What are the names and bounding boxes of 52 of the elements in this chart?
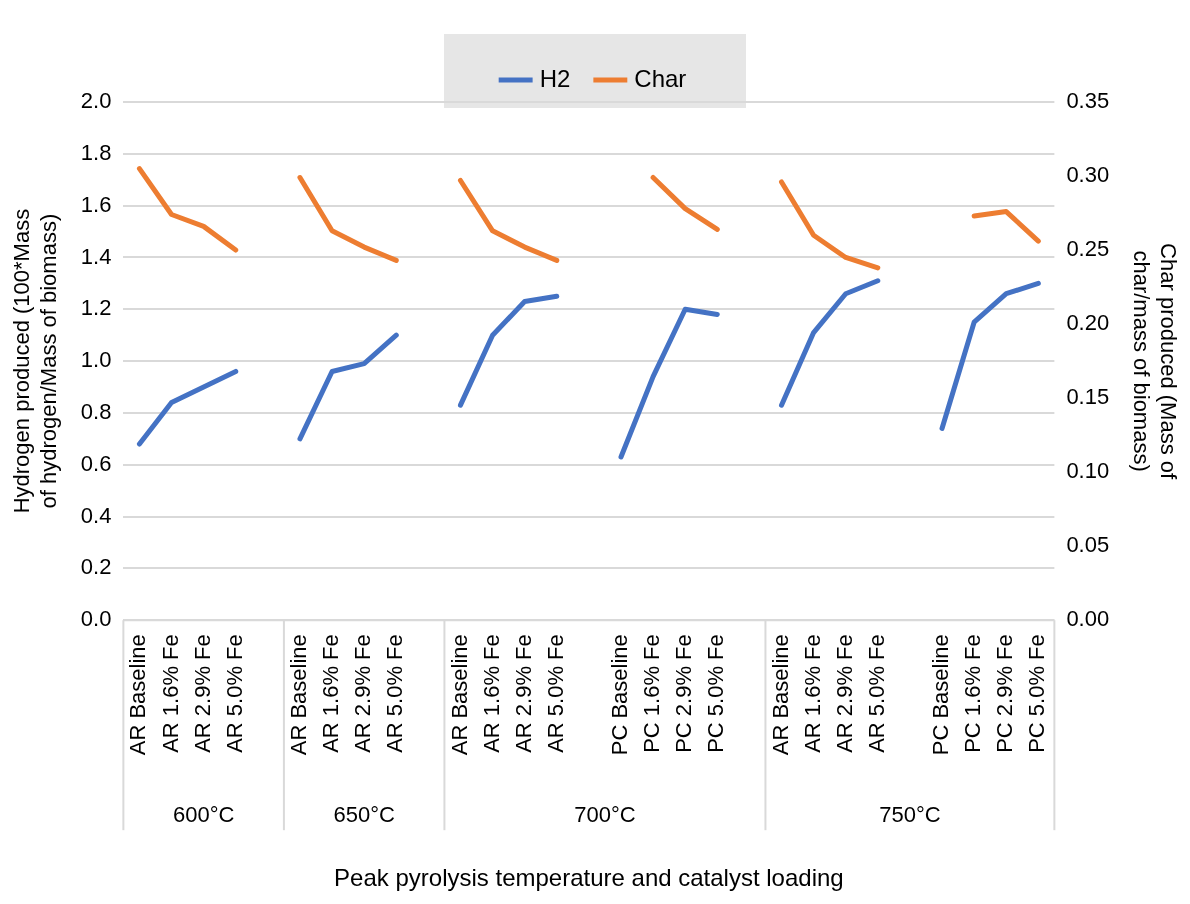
y2-tick-label: 0.05 [1066, 532, 1110, 558]
y-tick-label: 0.6 [80, 450, 112, 476]
y2-tick-label: 0.10 [1066, 458, 1110, 484]
text: 700°C [574, 802, 636, 828]
x-tick-label: PC 2.9% Fe [671, 634, 697, 753]
x-tick-label: PC 5.0% Fe [703, 634, 729, 753]
y2-tick-label: 0.00 [1066, 606, 1110, 632]
legend-label: Char [634, 64, 687, 92]
y2-tick-label: 0.35 [1066, 88, 1110, 114]
x-tick-label: PC Baseline [928, 634, 954, 756]
x-tick-label: AR 5.0% Fe [863, 634, 889, 753]
x-tick-label: AR 2.9% Fe [831, 634, 857, 753]
legend-label: H2 [539, 64, 571, 92]
x-tick-label: AR 5.0% Fe [221, 634, 247, 753]
text: 600°C [172, 802, 235, 828]
x-tick-label: AR 2.9% Fe [510, 634, 536, 753]
x-tick-label: PC 2.9% Fe [992, 634, 1018, 753]
y-tick-label: 0.0 [80, 606, 112, 632]
x-tick-label: PC 1.6% Fe [639, 634, 665, 753]
text: 750°C [879, 802, 941, 828]
x-tick-label: AR 2.9% Fe [189, 634, 215, 753]
x-tick-label: AR 1.6% Fe [157, 634, 183, 753]
y-tick-label: 1.0 [80, 347, 112, 373]
y-tick-label: 1.4 [80, 243, 112, 269]
y-tick-label: 0.2 [80, 554, 112, 580]
x-tick-label: AR 5.0% Fe [382, 634, 408, 753]
x-tick-label: AR 1.6% Fe [799, 634, 825, 753]
x-tick-label: AR 1.6% Fe [478, 634, 504, 753]
y-axis-title: Hydrogen produced (100*Mass of hydrogen/Mass of biomass) [9, 208, 61, 514]
y2-tick-label: 0.20 [1066, 310, 1110, 336]
x-tick-label: AR 2.9% Fe [350, 634, 376, 753]
y-tick-label: 1.2 [80, 295, 112, 321]
x-tick-label: PC 5.0% Fe [1024, 634, 1050, 753]
y2-tick-label: 0.25 [1066, 236, 1110, 262]
y2-tick-label: 0.15 [1066, 384, 1110, 410]
y-tick-label: 1.8 [80, 139, 112, 165]
x-tick-label: AR 5.0% Fe [542, 634, 568, 753]
x-tick-label: AR Baseline [446, 634, 472, 756]
x-tick-label: AR Baseline [125, 634, 151, 756]
x-tick-label: PC Baseline [607, 634, 633, 756]
y-tick-label: 0.4 [80, 502, 112, 528]
y-tick-label: 1.6 [80, 191, 112, 217]
y-tick-label: 0.8 [80, 398, 112, 424]
x-tick-label: AR Baseline [767, 634, 793, 756]
y2-axis-title: Char produced (Mass of char/mass of biomass) [1129, 243, 1181, 480]
y-tick-label: 2.0 [80, 88, 112, 114]
text: 650°C [333, 802, 395, 828]
y2-tick-label: 0.30 [1066, 162, 1110, 188]
x-tick-label: AR 1.6% Fe [318, 634, 344, 753]
x-tick-label: PC 1.6% Fe [960, 634, 986, 753]
x-tick-label: AR Baseline [286, 634, 312, 756]
x-axis-title: Peak pyrolysis temperature and catalyst loading [334, 864, 844, 892]
